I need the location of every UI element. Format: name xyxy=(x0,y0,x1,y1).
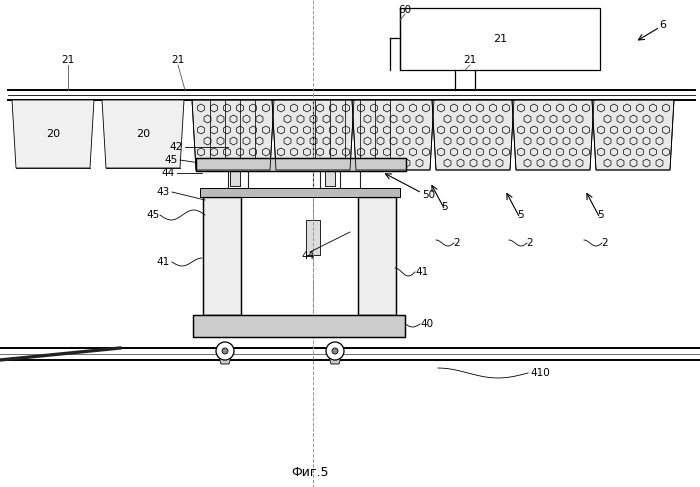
Text: 44: 44 xyxy=(162,168,175,178)
Circle shape xyxy=(222,348,228,354)
Bar xyxy=(306,220,320,255)
Bar xyxy=(193,315,405,337)
Polygon shape xyxy=(272,100,354,170)
Text: 42: 42 xyxy=(169,142,183,152)
Bar xyxy=(230,170,240,186)
Bar xyxy=(200,188,400,197)
Bar xyxy=(400,8,600,70)
Text: 21: 21 xyxy=(463,55,477,65)
Bar xyxy=(196,158,406,171)
Text: 43: 43 xyxy=(157,187,170,197)
Bar xyxy=(358,197,396,315)
Text: 2: 2 xyxy=(526,238,533,248)
Text: 21: 21 xyxy=(62,55,75,65)
Text: 5: 5 xyxy=(442,202,448,212)
Text: 50: 50 xyxy=(422,190,435,200)
Text: 2: 2 xyxy=(602,238,608,248)
Text: 44: 44 xyxy=(302,251,314,261)
Circle shape xyxy=(216,342,234,360)
Polygon shape xyxy=(352,100,434,170)
Text: 40: 40 xyxy=(420,319,433,329)
Text: 5: 5 xyxy=(596,210,603,220)
Polygon shape xyxy=(102,100,184,168)
Bar xyxy=(200,188,400,197)
Circle shape xyxy=(332,348,338,354)
Text: 41: 41 xyxy=(157,257,170,267)
Text: 20: 20 xyxy=(46,129,60,139)
Text: 2: 2 xyxy=(454,238,461,248)
Text: 6: 6 xyxy=(659,20,666,30)
Text: 5: 5 xyxy=(517,210,524,220)
Text: 21: 21 xyxy=(172,55,185,65)
Text: 45: 45 xyxy=(164,155,178,165)
Bar xyxy=(358,197,396,315)
Bar xyxy=(193,315,405,337)
Bar xyxy=(203,197,241,315)
Text: 45: 45 xyxy=(147,210,160,220)
Text: 20: 20 xyxy=(136,129,150,139)
Bar xyxy=(203,197,241,315)
Polygon shape xyxy=(329,357,341,364)
Text: 60: 60 xyxy=(398,5,412,15)
Circle shape xyxy=(326,342,344,360)
Bar xyxy=(325,170,335,186)
Polygon shape xyxy=(12,100,94,168)
Bar xyxy=(196,158,406,171)
Text: 21: 21 xyxy=(493,34,507,44)
Text: Фиг.5: Фиг.5 xyxy=(291,467,329,480)
Polygon shape xyxy=(512,100,594,170)
Polygon shape xyxy=(432,100,514,170)
Text: 41: 41 xyxy=(415,267,428,277)
Text: 410: 410 xyxy=(530,368,550,378)
Polygon shape xyxy=(592,100,674,170)
Polygon shape xyxy=(219,357,231,364)
Polygon shape xyxy=(192,100,274,170)
